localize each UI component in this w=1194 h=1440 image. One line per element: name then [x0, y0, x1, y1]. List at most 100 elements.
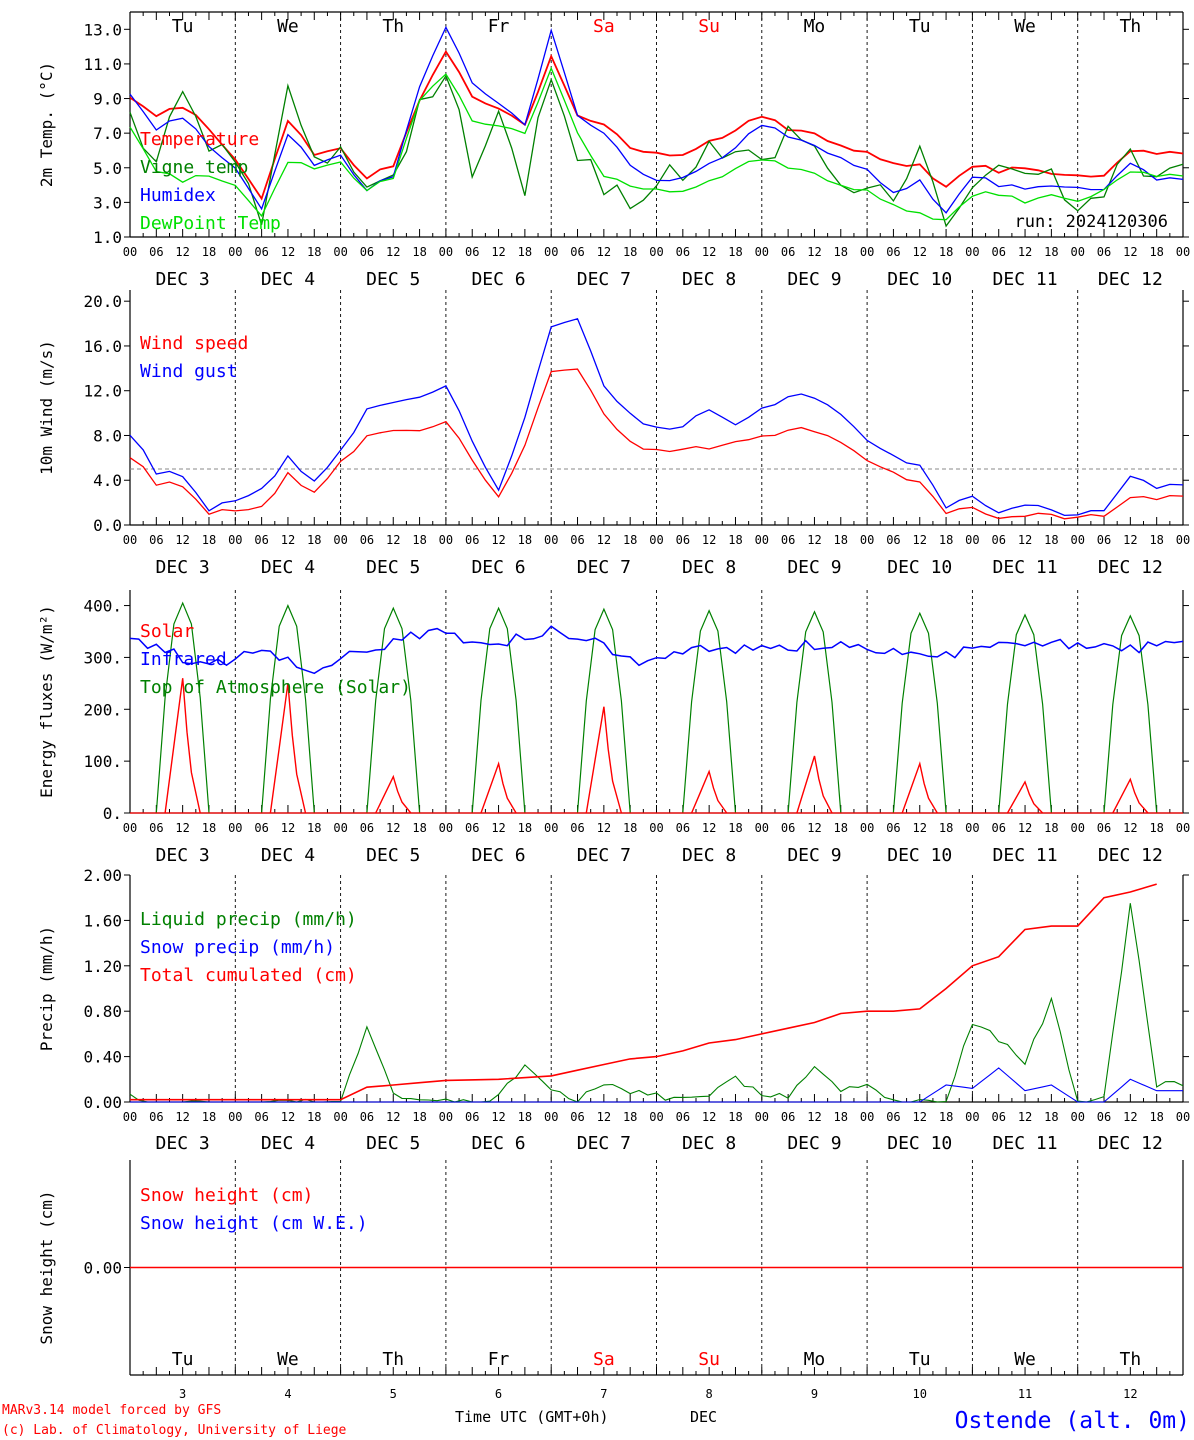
x-hour-label: 18 — [412, 1110, 426, 1124]
solar-day — [164, 678, 201, 814]
x-hour-label: 18 — [623, 245, 637, 259]
x-hour-label: 00 — [649, 821, 663, 835]
x-date-label: DEC 5 — [366, 557, 420, 578]
bottom-day-name: Tu — [909, 1349, 931, 1370]
x-hour-label: 18 — [834, 1110, 848, 1124]
y-axis-title: Precip (mm/h) — [37, 926, 56, 1051]
x-hour-label: 00 — [228, 245, 242, 259]
x-hour-label: 00 — [544, 821, 558, 835]
x-hour-label: 06 — [1097, 821, 1111, 835]
x-axis-title: Time UTC (GMT+0h) — [455, 1408, 609, 1426]
text-layer: 1.0 3.0 5.0 7.0 9.0 11.0 13.0 2m Temp. (°C) 00 06… — [37, 16, 1190, 1401]
x-hour-label: 12 — [491, 1110, 505, 1124]
x-hour-label: 18 — [1149, 821, 1163, 835]
x-hour-label: 12 — [1018, 1110, 1032, 1124]
x-hour-label: 12 — [1018, 245, 1032, 259]
y-tick-label: 300. — [83, 648, 122, 667]
x-hour-label: 12 — [913, 1110, 927, 1124]
x-hour-label: 06 — [465, 533, 479, 547]
x-hour-label: 00 — [755, 245, 769, 259]
x-hour-label: 12 — [913, 821, 927, 835]
x-date-label: DEC 3 — [156, 557, 210, 578]
bottom-day-name: Th — [382, 1349, 404, 1370]
x-date-label: DEC 10 — [887, 269, 952, 290]
x-hour-label: 12 — [175, 533, 189, 547]
x-hour-label: 06 — [570, 245, 584, 259]
x-hour-label: 12 — [597, 245, 611, 259]
top-day-name: Mo — [804, 16, 826, 37]
x-hour-label: 06 — [254, 1110, 268, 1124]
x-hour-label: 00 — [228, 1110, 242, 1124]
toa-solar-day — [998, 613, 1052, 814]
x-hour-label: 06 — [465, 821, 479, 835]
x-hour-label: 18 — [307, 1110, 321, 1124]
x-hour-label: 18 — [307, 245, 321, 259]
solar-day — [269, 683, 307, 814]
y-tick-label: 11.0 — [83, 55, 122, 74]
x-date-label: DEC 4 — [261, 557, 315, 578]
y-tick-label: 100. — [83, 752, 122, 771]
x-hour-label: 00 — [1176, 533, 1190, 547]
y-tick-label: 16.0 — [83, 337, 122, 356]
x-hour-label: 06 — [991, 1110, 1005, 1124]
y-tick-label: 2.00 — [83, 866, 122, 885]
x-hour-label: 06 — [149, 533, 163, 547]
x-hour-label: 12 — [175, 245, 189, 259]
x-hour-label: 18 — [1044, 245, 1058, 259]
x-hour-label: 00 — [860, 1110, 874, 1124]
x-hour-label: 06 — [360, 245, 374, 259]
x-date-label: DEC 11 — [993, 1133, 1058, 1154]
x-hour-label: 06 — [886, 1110, 900, 1124]
x-hour-label: 12 — [281, 1110, 295, 1124]
x-hour-label: 18 — [834, 821, 848, 835]
x-hour-label: 18 — [623, 821, 637, 835]
toa-solar-day — [155, 601, 210, 814]
x-hour-label: 06 — [254, 821, 268, 835]
grid-layer — [124, 11, 1189, 1376]
x-hour-label: 00 — [1176, 1110, 1190, 1124]
bottom-date-number: 6 — [495, 1387, 502, 1401]
x-hour-label: 18 — [412, 245, 426, 259]
x-hour-label: 00 — [228, 533, 242, 547]
x-hour-label: 00 — [123, 1110, 137, 1124]
data-layer — [129, 25, 1184, 1269]
x-hour-label: 12 — [597, 821, 611, 835]
bottom-day-name: Th — [1120, 1349, 1142, 1370]
top-day-name: We — [277, 16, 299, 37]
x-hour-label: 06 — [1097, 1110, 1111, 1124]
x-hour-label: 00 — [544, 1110, 558, 1124]
x-hour-label: 06 — [991, 821, 1005, 835]
x-date-label: DEC 3 — [156, 269, 210, 290]
top-day-name: Fr — [488, 16, 510, 37]
bottom-date-number: 4 — [284, 1387, 291, 1401]
x-hour-label: 18 — [939, 1110, 953, 1124]
x-hour-label: 06 — [360, 1110, 374, 1124]
x-date-label: DEC 9 — [787, 845, 841, 866]
x-hour-label: 18 — [623, 1110, 637, 1124]
top-day-name: Tu — [172, 16, 194, 37]
x-hour-label: 00 — [439, 1110, 453, 1124]
x-hour-label: 18 — [834, 245, 848, 259]
x-hour-label: 06 — [360, 533, 374, 547]
y-tick-label: 13.0 — [83, 20, 122, 39]
x-hour-label: 12 — [807, 245, 821, 259]
y-tick-label: 1.20 — [83, 957, 122, 976]
x-hour-label: 12 — [702, 533, 716, 547]
toa-solar-day — [682, 609, 737, 814]
y-tick-label: 7.0 — [93, 124, 122, 143]
x-hour-label: 18 — [518, 245, 532, 259]
x-date-label: DEC 12 — [1098, 557, 1163, 578]
x-hour-label: 18 — [939, 245, 953, 259]
x-hour-label: 00 — [965, 821, 979, 835]
x-hour-label: 18 — [518, 821, 532, 835]
x-hour-label: 00 — [860, 245, 874, 259]
x-hour-label: 00 — [1070, 533, 1084, 547]
y-tick-label: 0. — [103, 804, 122, 823]
x-hour-label: 00 — [755, 1110, 769, 1124]
x-hour-label: 12 — [913, 533, 927, 547]
x-hour-label: 06 — [781, 1110, 795, 1124]
y-tick-label: 12.0 — [83, 382, 122, 401]
toa-solar-day — [892, 611, 947, 814]
solar-day — [796, 755, 833, 814]
